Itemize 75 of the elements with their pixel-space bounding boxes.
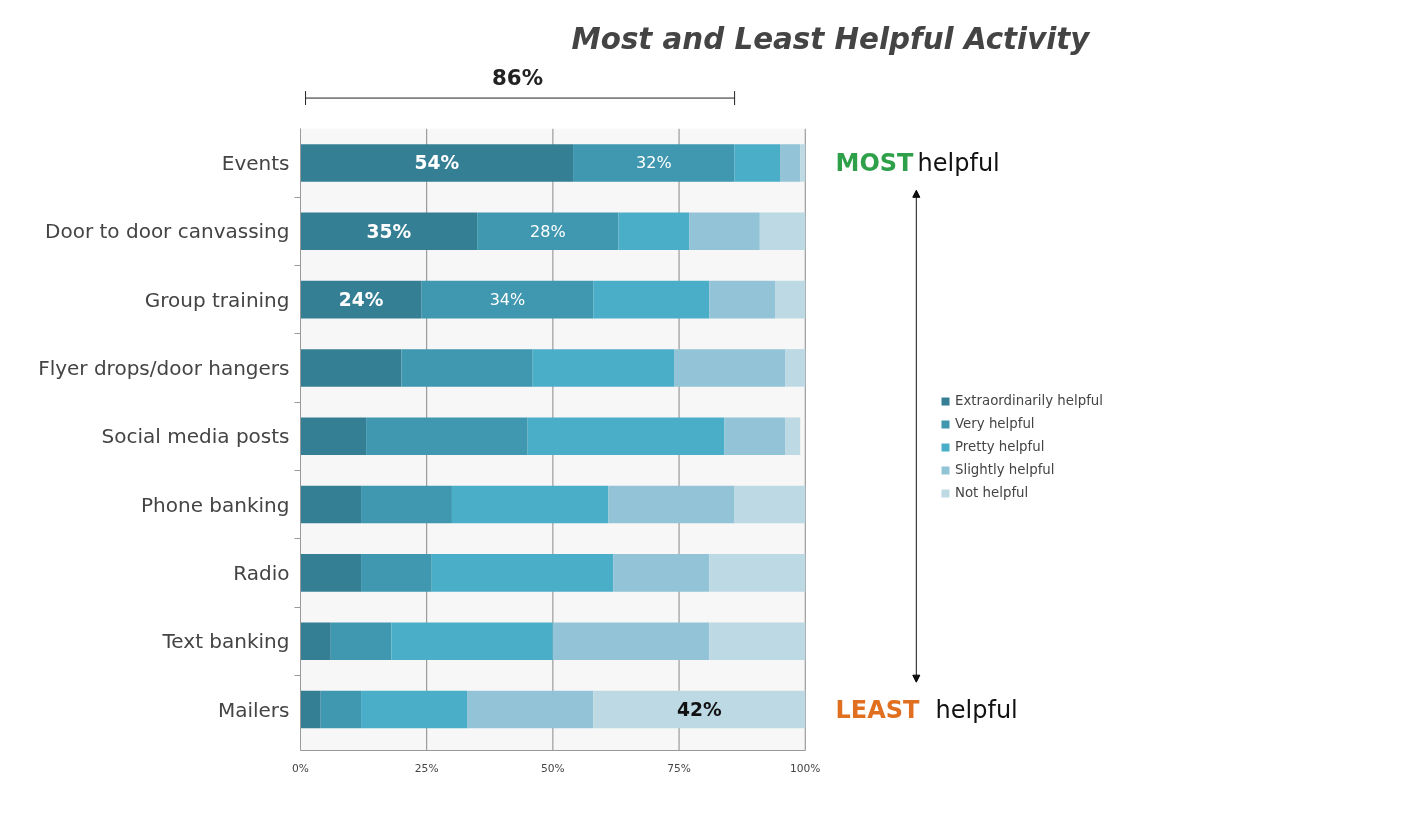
x-tick-label: 75% — [667, 761, 691, 775]
bar — [709, 554, 806, 592]
bar — [300, 417, 367, 456]
data-label: 42% — [676, 699, 722, 721]
y-tick-label: Radio — [233, 560, 290, 585]
y-tick-label: Phone banking — [141, 492, 290, 517]
bar — [300, 212, 478, 251]
bar — [608, 485, 735, 524]
data-label: 35% — [366, 220, 412, 242]
bar — [300, 690, 321, 729]
legend-label: Pretty helpful — [955, 439, 1045, 454]
y-tick-label: Social media posts — [101, 424, 290, 449]
bar — [401, 349, 533, 387]
bar — [421, 280, 594, 319]
bar — [689, 212, 760, 251]
x-tick-label: 100% — [790, 761, 821, 775]
x-tick-label: 50% — [541, 761, 565, 775]
legend-label: Very helpful — [955, 416, 1035, 431]
bar — [467, 690, 594, 729]
bar — [709, 280, 775, 319]
chart-title: Most and Least Helpful Activity — [571, 21, 1092, 56]
data-label: 28% — [530, 221, 566, 241]
y-tick-label: Mailers — [217, 697, 290, 722]
bar — [593, 690, 806, 729]
bar — [361, 554, 432, 592]
bar — [300, 622, 331, 660]
bar — [431, 554, 614, 592]
bar — [330, 622, 392, 660]
y-tick-label: Group training — [144, 287, 290, 312]
text: 86% — [492, 64, 544, 90]
y-tick-label: Text banking — [161, 629, 290, 654]
bar — [361, 485, 452, 524]
bar — [300, 485, 362, 524]
bar — [674, 349, 786, 387]
data-label: 34% — [489, 290, 526, 310]
bar — [573, 144, 735, 182]
bar — [391, 622, 553, 660]
bar — [618, 212, 690, 251]
bar — [613, 554, 710, 592]
bar — [709, 622, 806, 660]
bar — [300, 349, 402, 387]
bar — [734, 485, 806, 524]
bar — [780, 144, 801, 182]
bar — [785, 417, 801, 456]
legend-label: Extraordinarily helpful — [955, 393, 1104, 408]
data-label: 32% — [636, 153, 672, 173]
x-tick-label: 25% — [414, 761, 439, 775]
bar — [361, 690, 468, 729]
bar — [774, 280, 806, 319]
bar — [300, 554, 362, 592]
bar — [759, 212, 806, 251]
bar — [300, 144, 574, 182]
data-label: 24% — [338, 289, 384, 311]
legend-label: Not helpful — [955, 485, 1029, 500]
bar — [366, 417, 528, 456]
bar — [785, 349, 806, 387]
bar — [527, 417, 725, 456]
bar — [451, 485, 609, 524]
bar — [300, 280, 422, 319]
bar — [532, 349, 675, 387]
bar — [734, 144, 781, 182]
y-tick-label: Flyer drops/door hangers — [38, 355, 290, 380]
bar — [724, 417, 786, 456]
legend-label: Slightly helpful — [955, 462, 1055, 477]
bar — [552, 622, 710, 660]
data-label: 54% — [414, 152, 460, 174]
y-tick-label: Door to door canvassing — [45, 219, 290, 244]
text: LEAST helpful — [835, 695, 1018, 724]
text: MOST helpful — [835, 148, 1000, 177]
bar — [320, 690, 362, 729]
bar — [800, 144, 806, 182]
bar — [477, 212, 619, 251]
y-tick-label: Events — [221, 150, 290, 175]
bar — [593, 280, 710, 319]
x-tick-label: 0% — [292, 761, 309, 775]
